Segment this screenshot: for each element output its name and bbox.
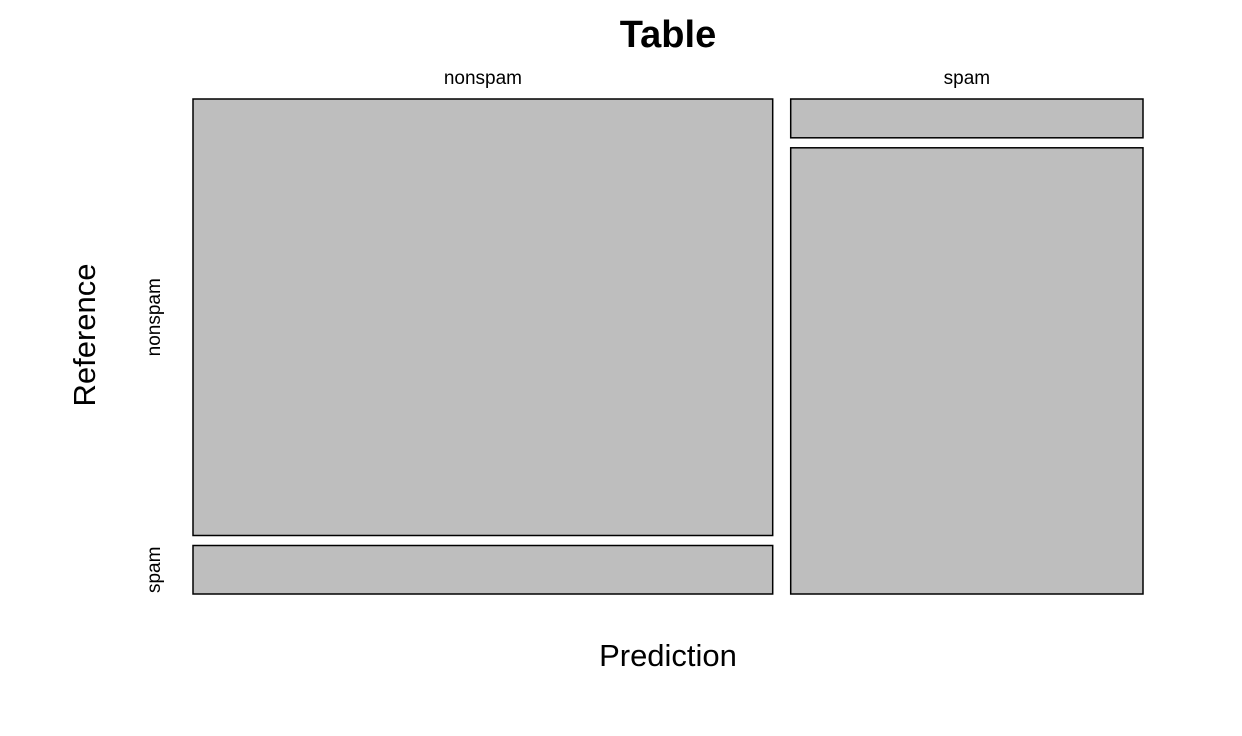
column-label-nonspam: nonspam [444, 68, 522, 89]
y-axis-label: Reference [67, 263, 102, 406]
column-label-spam: spam [944, 68, 990, 89]
cell-nonspam-nonspam [192, 98, 774, 537]
row-labels: nonspam spam [144, 278, 165, 593]
row-label-nonspam: nonspam [144, 278, 165, 356]
chart-title: Table [620, 14, 716, 56]
x-axis-label: Prediction [599, 638, 737, 673]
cell-nonspam-spam [192, 544, 774, 595]
column-labels: nonspam spam [444, 68, 990, 89]
mosaic-cells [192, 98, 1144, 595]
cell-spam-nonspam [789, 98, 1144, 139]
row-label-spam: spam [144, 547, 165, 593]
cell-spam-spam [789, 147, 1144, 595]
